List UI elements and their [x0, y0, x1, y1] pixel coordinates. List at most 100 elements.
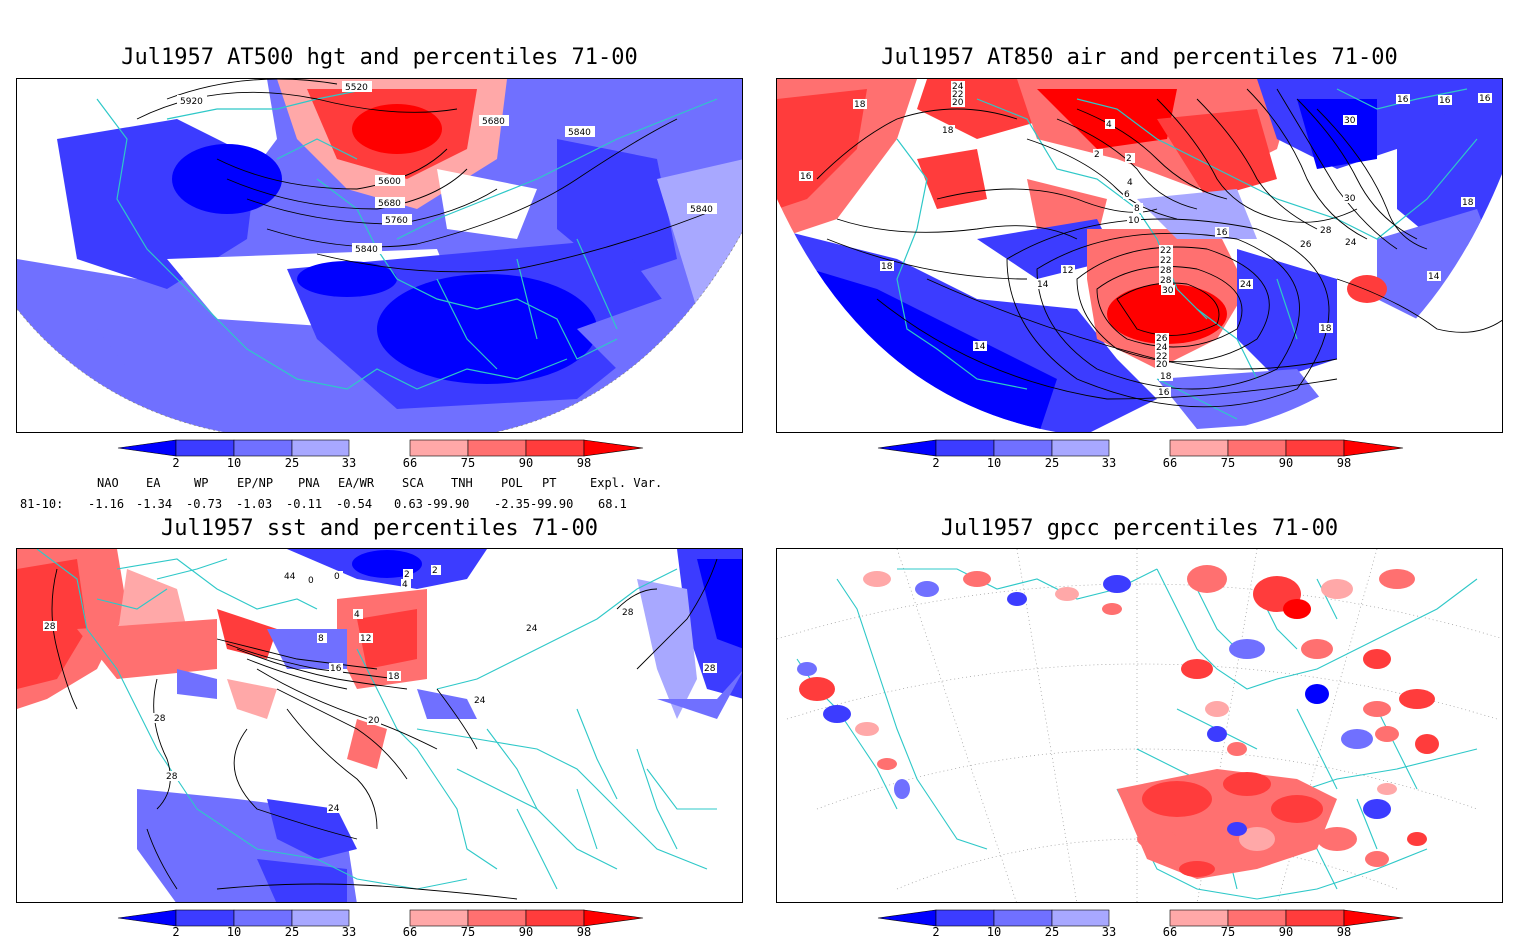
contour-label: 4 — [354, 610, 360, 620]
colorbar-tick: 90 — [1278, 925, 1294, 939]
colorbar-3: 2 10 25 33 66 75 90 98 — [117, 909, 644, 940]
colorbar-tick: 90 — [518, 925, 534, 939]
colorbar-tick: 98 — [576, 925, 592, 939]
contour-label: 5520 — [345, 83, 368, 93]
contour-label: 18 — [388, 672, 400, 682]
contour-label: 18 — [881, 262, 893, 272]
contour-label: 18 — [854, 100, 866, 110]
panel-2-map: 24 22 20 18 18 16 4 2 2 4 6 8 10 30 30 1… — [776, 78, 1503, 433]
contour-label: 14 — [1428, 272, 1440, 282]
colorbar-tick: 75 — [1220, 456, 1236, 470]
contour-label: 28 — [44, 622, 56, 632]
contour-label: 4 — [1127, 178, 1133, 188]
tc-value: -1.34 — [136, 497, 173, 511]
contour-label: 22 — [1160, 256, 1171, 266]
contour-label: 28 — [1320, 226, 1332, 236]
contour-label: 30 — [1344, 116, 1356, 126]
colorbar-tick: 66 — [402, 456, 418, 470]
contour-label: 24 — [526, 624, 538, 634]
tc-header: EA/WR — [338, 476, 375, 490]
tc-value: -99.90 — [530, 497, 574, 511]
contour-label: 16 — [1158, 388, 1170, 398]
tc-header: NAO — [97, 476, 119, 490]
colorbar-tick: 90 — [518, 456, 534, 470]
contour-label: 8 — [318, 634, 324, 644]
contour-label: 2 — [432, 566, 438, 576]
colorbar-tick: 2 — [172, 925, 180, 939]
colorbar-tick: 75 — [460, 925, 476, 939]
colorbar-tick: 66 — [1162, 925, 1178, 939]
tc-header: PT — [542, 476, 557, 490]
contour-label: 18 — [1160, 372, 1172, 382]
colorbar-tick: 98 — [1336, 456, 1352, 470]
contour-label: 2 — [1126, 154, 1132, 164]
tc-value: -1.16 — [88, 497, 125, 511]
tc-value: 0.63 — [394, 497, 423, 511]
contour-label: 5680 — [378, 199, 401, 209]
contour-label: 2 — [1094, 150, 1100, 160]
contour-label: 28 — [1160, 276, 1172, 286]
tc-header: Expl. Var. — [590, 476, 663, 490]
tc-header: TNH — [451, 476, 473, 490]
contour-label: 4 — [402, 580, 408, 590]
colorbar-tick: 25 — [1044, 456, 1060, 470]
colorbar-tick: 25 — [284, 456, 300, 470]
tc-header: PNA — [298, 476, 320, 490]
colorbar-1: 2 10 25 33 66 75 90 98 — [117, 439, 644, 470]
contour-label: 5840 — [355, 245, 378, 255]
tc-value: -99.90 — [426, 497, 470, 511]
contour-label: 10 — [1128, 216, 1140, 226]
contour-label: 16 — [1397, 95, 1409, 105]
contour-label: 16 — [1216, 228, 1228, 238]
colorbar-tick: 10 — [986, 456, 1002, 470]
contour-label: 4 — [1106, 120, 1112, 130]
colorbar-tick: 66 — [402, 925, 418, 939]
contour-label: 26 — [1300, 240, 1312, 250]
contour-label: 24 — [1240, 280, 1252, 290]
tc-header: EA — [146, 476, 161, 490]
contour-label: 18 — [1320, 324, 1332, 334]
tc-value: -2.35 — [494, 497, 531, 511]
colorbar-tick: 33 — [1101, 456, 1117, 470]
colorbar-tick: 75 — [460, 456, 476, 470]
colorbar-tick: 2 — [172, 456, 180, 470]
contour-label: 18 — [1462, 198, 1474, 208]
panel-1-map: 5520 5920 5680 5840 5600 5680 5760 5840 … — [16, 78, 743, 433]
contour-label: 5760 — [385, 216, 408, 226]
contour-label: 28 — [1160, 266, 1172, 276]
tc-value: 68.1 — [598, 497, 627, 511]
tc-header: EP/NP — [237, 476, 274, 490]
colorbar-2: 2 10 25 33 66 75 90 98 — [877, 439, 1404, 470]
panel-2-title: Jul1957 AT850 air and percentiles 71-00 — [881, 45, 1398, 70]
contour-label: 5680 — [482, 117, 505, 127]
panel-4-title: Jul1957 gpcc percentiles 71-00 — [940, 516, 1339, 541]
tc-value: -0.73 — [186, 497, 223, 511]
tc-value: -0.54 — [336, 497, 373, 511]
contour-label: 44 — [284, 572, 296, 582]
panel-1-title: Jul1957 AT500 hgt and percentiles 71-00 — [121, 45, 638, 70]
contour-label: 20 — [368, 716, 380, 726]
contour-label: 16 — [1439, 96, 1451, 106]
contour-label: 6 — [1124, 190, 1130, 200]
contour-label: 16 — [330, 664, 342, 674]
contour-label: 26 — [1156, 334, 1168, 344]
contour-label: 20 — [952, 98, 964, 108]
colorbar-tick: 2 — [932, 925, 940, 939]
contour-label: 30 — [1162, 286, 1174, 296]
panel-3-title: Jul1957 sst and percentiles 71-00 — [160, 516, 599, 541]
colorbar-tick: 2 — [932, 456, 940, 470]
colorbar-tick: 10 — [226, 925, 242, 939]
contour-label: 28 — [166, 772, 178, 782]
colorbar-4: 2 10 25 33 66 75 90 98 — [877, 909, 1404, 940]
tc-header: SCA — [402, 476, 424, 490]
contour-label: 14 — [1037, 280, 1049, 290]
contour-label: 20 — [1156, 360, 1168, 370]
colorbar-tick: 90 — [1278, 456, 1294, 470]
tc-row-label: 81-10: — [20, 497, 64, 511]
contour-label: 0 — [334, 572, 340, 582]
contour-label: 28 — [154, 714, 166, 724]
panel-3-map: 28 44 0 0 2 4 2 4 8 12 16 18 20 24 28 28… — [16, 548, 743, 903]
contour-label: 5920 — [180, 97, 203, 107]
tc-header: POL — [501, 476, 523, 490]
contour-label: 22 — [1160, 246, 1171, 256]
